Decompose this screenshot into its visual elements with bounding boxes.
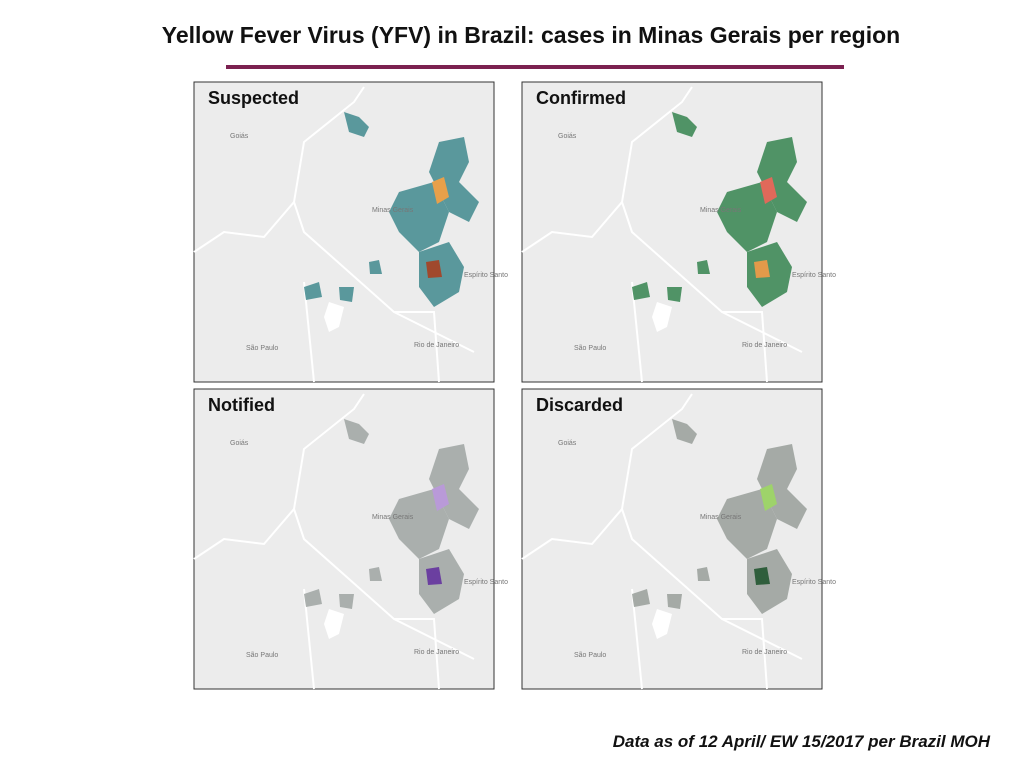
map-panel: Confirmed Goiás Minas Gerais Espírito Santo… — [521, 81, 836, 383]
panel-label: Notified — [208, 395, 275, 415]
map-place-label: São Paulo — [574, 345, 606, 352]
white-region — [324, 609, 344, 639]
white-region — [652, 302, 672, 332]
case-region — [697, 567, 710, 581]
hotspot — [426, 260, 442, 278]
case-region — [757, 444, 807, 529]
state-border — [193, 393, 475, 690]
panel-label: Suspected — [208, 88, 299, 108]
case-region — [389, 182, 449, 252]
case-region — [632, 589, 650, 607]
map-background — [193, 388, 495, 690]
map-background — [521, 388, 823, 690]
title-rule — [226, 65, 844, 69]
map-place-label: Minas Gerais — [372, 207, 414, 214]
state-border — [521, 86, 803, 383]
case-region — [667, 594, 682, 609]
map-place-label: Rio de Janeiro — [414, 649, 459, 656]
case-region — [757, 137, 807, 222]
map-place-label: Rio de Janeiro — [742, 649, 787, 656]
map-place-label: Espírito Santo — [792, 272, 836, 279]
map-place-label: Goiás — [558, 133, 577, 140]
map-place-label: Goiás — [230, 440, 249, 447]
case-region — [697, 260, 710, 274]
map-background — [193, 81, 495, 383]
case-region — [344, 419, 369, 444]
hotspot — [432, 484, 449, 511]
footnote: Data as of 12 April/ EW 15/2017 per Braz… — [612, 732, 990, 751]
case-region — [339, 287, 354, 302]
case-region — [672, 112, 697, 137]
case-region — [429, 444, 479, 529]
state-border — [521, 393, 803, 690]
map-place-label: Rio de Janeiro — [742, 342, 787, 349]
map-place-label: Espírito Santo — [464, 272, 508, 279]
case-region — [344, 112, 369, 137]
case-region — [304, 589, 322, 607]
map-place-label: Rio de Janeiro — [414, 342, 459, 349]
map-panel: Suspected Goiás Minas Gerais Espírito Santo… — [193, 81, 508, 383]
case-region — [667, 287, 682, 302]
map-panel: Notified Goiás Minas Gerais Espírito Santo S… — [193, 388, 508, 690]
case-region — [717, 489, 777, 559]
map-panel: Discarded Goiás Minas Gerais Espírito Santo… — [521, 388, 836, 690]
map-place-label: Goiás — [558, 440, 577, 447]
hotspot — [432, 177, 449, 204]
hotspot — [760, 484, 777, 511]
map-place-label: Espírito Santo — [792, 579, 836, 586]
case-region — [389, 489, 449, 559]
case-region — [429, 137, 479, 222]
map-background — [521, 81, 823, 383]
map-place-label: São Paulo — [246, 652, 278, 659]
map-place-label: Minas Gerais — [372, 514, 414, 521]
slide-title: Yellow Fever Virus (YFV) in Brazil: case… — [161, 22, 901, 48]
white-region — [652, 609, 672, 639]
hotspot — [754, 567, 770, 585]
map-place-label: Minas Gerais — [700, 514, 742, 521]
hotspot — [760, 177, 777, 204]
map-place-label: Minas Gerais — [700, 207, 742, 214]
white-region — [324, 302, 344, 332]
case-region — [632, 282, 650, 300]
hotspot — [426, 567, 442, 585]
case-region — [304, 282, 322, 300]
map-place-label: São Paulo — [574, 652, 606, 659]
case-region — [672, 419, 697, 444]
state-border — [193, 86, 475, 383]
case-region — [339, 594, 354, 609]
case-region — [717, 182, 777, 252]
case-region — [369, 260, 382, 274]
case-region — [369, 567, 382, 581]
panel-label: Discarded — [536, 395, 623, 415]
map-place-label: Goiás — [230, 133, 249, 140]
hotspot — [754, 260, 770, 278]
map-place-label: São Paulo — [246, 345, 278, 352]
panel-label: Confirmed — [536, 88, 626, 108]
map-place-label: Espírito Santo — [464, 579, 508, 586]
